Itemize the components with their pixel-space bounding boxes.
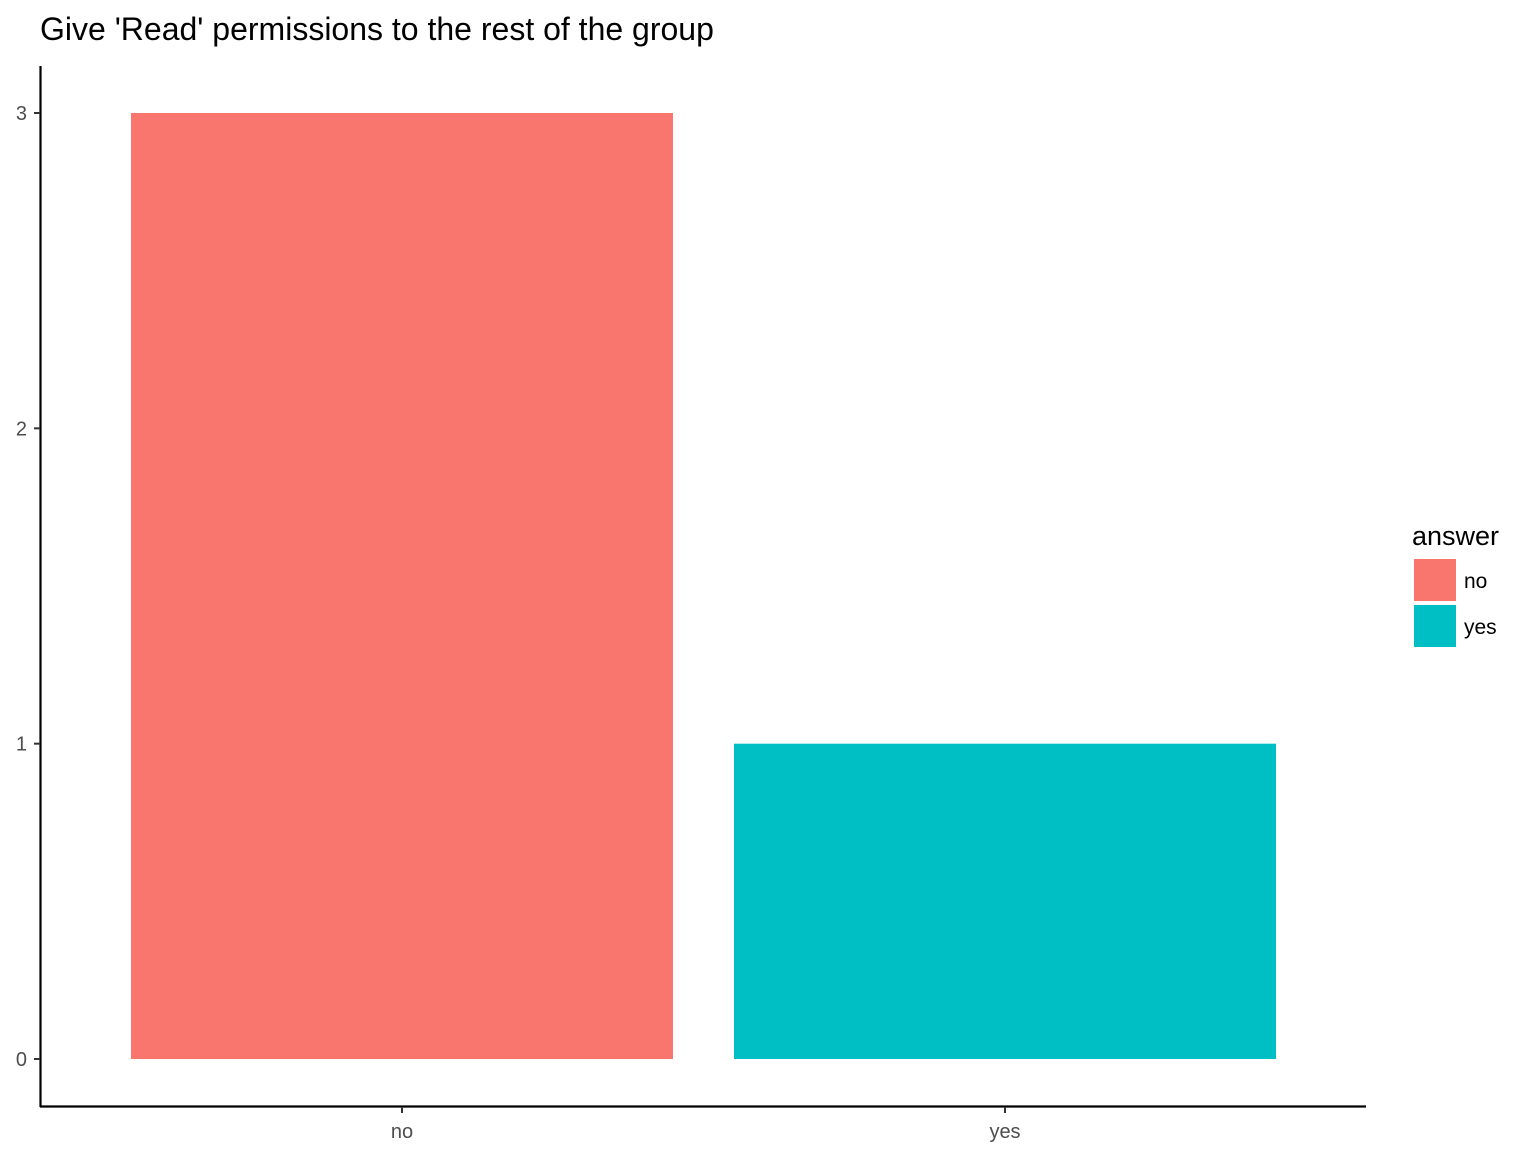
legend-swatch-yes [1414, 605, 1456, 647]
y-tick-label: 3 [16, 103, 27, 125]
x-ticks-group: no yes [391, 1107, 1021, 1143]
chart-title: Give 'Read' permissions to the rest of t… [40, 11, 714, 47]
y-tick-label: 2 [16, 418, 27, 440]
legend: answer no yes [1412, 521, 1499, 647]
legend-title: answer [1412, 521, 1499, 551]
y-tick-label: 1 [16, 734, 27, 756]
bars-group [131, 113, 1276, 1059]
y-ticks-group: 0 1 2 3 [16, 103, 40, 1071]
legend-swatch-no [1414, 559, 1456, 601]
x-tick-label: no [391, 1121, 413, 1143]
x-tick-label: yes [989, 1121, 1020, 1143]
bar-yes [734, 743, 1276, 1059]
legend-label-no: no [1464, 570, 1487, 593]
bar-no [131, 113, 673, 1059]
y-tick-label: 0 [16, 1049, 27, 1071]
legend-label-yes: yes [1464, 616, 1497, 639]
